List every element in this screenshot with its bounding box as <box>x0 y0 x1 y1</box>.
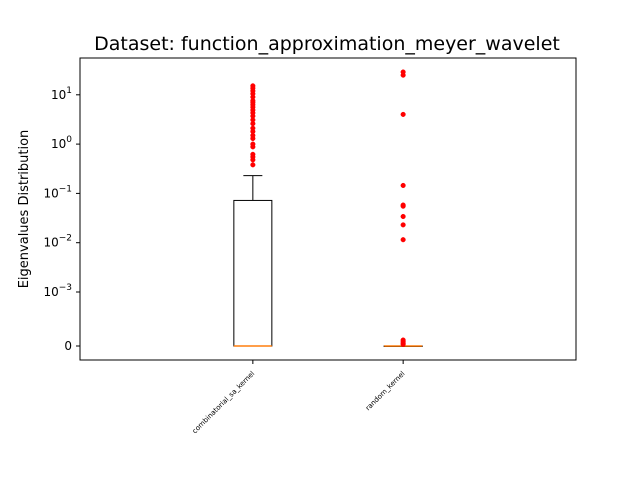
y-axis: 101 100 10−1 10−2 10−3 0 <box>43 86 80 353</box>
y-tick-label: 10−1 <box>43 184 72 200</box>
y-axis-label: Eigenvalues Distribution <box>17 130 32 289</box>
axes-frame <box>79 57 577 361</box>
outlier-point <box>400 203 406 209</box>
x-tick-label: combinatorial_sa_kernel <box>191 370 257 436</box>
outlier-point <box>250 135 256 142</box>
y-tick-label: 10−2 <box>43 234 72 250</box>
outlier-point <box>250 144 256 150</box>
box-body <box>233 199 273 347</box>
outlier-point <box>400 341 406 347</box>
outlier-point <box>400 237 406 243</box>
box-group <box>233 83 273 347</box>
outlier-point <box>400 72 406 78</box>
outlier-point <box>400 222 406 228</box>
outlier-point <box>250 157 256 163</box>
outlier-point <box>250 162 256 168</box>
box-group <box>383 69 423 347</box>
outlier-point <box>400 111 406 117</box>
plot-area <box>233 69 423 347</box>
outlier-point <box>400 182 406 188</box>
outlier-point <box>250 121 256 127</box>
y-tick-label: 10−3 <box>43 283 72 299</box>
y-tick-label: 100 <box>51 135 72 151</box>
x-tick-label: random_kernel <box>364 370 407 413</box>
x-axis: combinatorial_sa_kernel random_kernel <box>191 360 407 435</box>
chart-title: Dataset: function_approximation_meyer_wa… <box>94 33 560 55</box>
y-tick-label: 101 <box>51 86 72 102</box>
y-tick-label: 0 <box>64 339 72 353</box>
outlier-point <box>400 213 406 220</box>
